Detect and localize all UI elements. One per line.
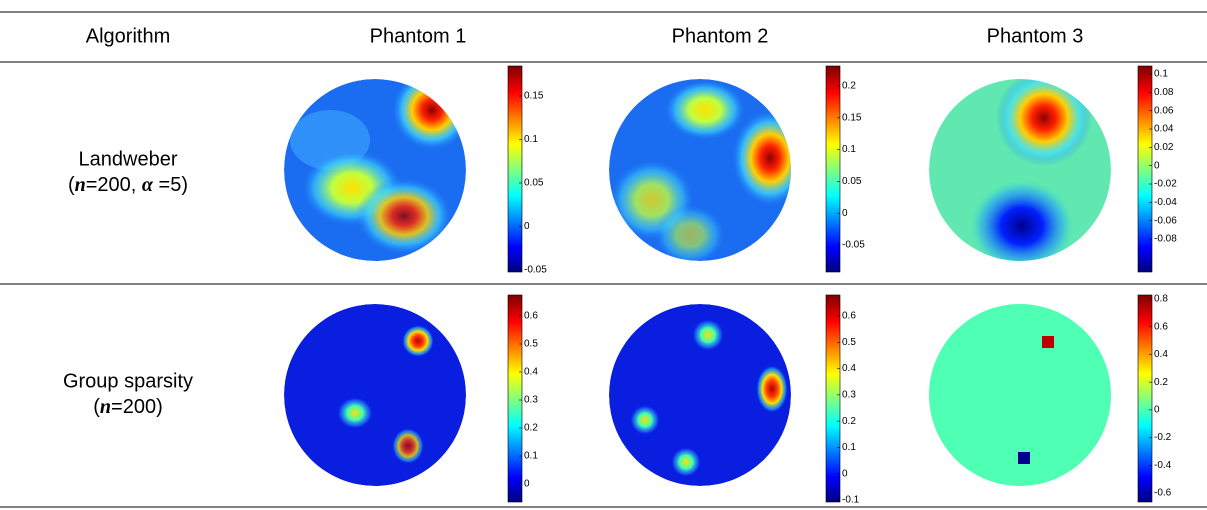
colorbar-tick-label: 0.1: [1154, 69, 1168, 80]
colorbar-tick-label: 0.1: [524, 134, 538, 145]
colorbar-tick-label: 0.06: [1154, 105, 1174, 116]
colorbar-tick-label: -0.06: [1154, 215, 1177, 226]
colorbar-tick-label: 0.2: [524, 423, 538, 434]
colorbar-tick-label: 0.5: [842, 337, 856, 348]
colorbar-tick-label: 0.1: [842, 442, 856, 453]
row-params: (n=200): [93, 396, 163, 419]
colorbar-tick-label: -0.6: [1154, 488, 1172, 499]
colorbar-tick-label: 0.6: [524, 311, 538, 322]
colorbar-tick-label: 0.1: [524, 451, 538, 462]
colorbar-tick-label: 0.15: [524, 91, 544, 102]
colorbar-tick-label: 0.2: [842, 81, 856, 92]
colorbar-tick-label: 0.8: [1154, 294, 1168, 305]
colorbar-tick-label: 0.04: [1154, 124, 1174, 135]
colorbar-tick-label: 0.05: [524, 178, 544, 189]
colorbar-tick-label: -0.02: [1154, 179, 1177, 190]
colorbar-tick-label: 0.4: [1154, 349, 1168, 360]
colorbar-tick-label: -0.08: [1154, 234, 1177, 245]
colorbar-tick-label: 0: [524, 479, 530, 490]
colorbars: -0.05 0 0.05 0.1 0.15 -0.05 0 0.05 0.1 0.15 0.2 -0.…: [507, 65, 1177, 506]
colorbar: [1137, 294, 1153, 503]
colorbar-tick-label: 0: [1154, 404, 1160, 415]
colorbar: [507, 294, 523, 503]
param-part: =200): [111, 396, 163, 418]
colorbar: [507, 65, 523, 273]
colorbar-tick-label: 0: [524, 221, 530, 232]
param-part: (: [68, 174, 75, 196]
colorbar-tick-label: 0.2: [1154, 377, 1168, 388]
reconstruction-image: [609, 79, 791, 261]
colorbar-tick-label: 0.5: [524, 339, 538, 350]
colorbar-tick-label: 0: [1154, 160, 1160, 171]
colorbar-tick-label: -0.04: [1154, 197, 1177, 208]
param-part: n: [75, 174, 86, 196]
colorbar: [825, 65, 841, 273]
reconstruction-image: [929, 304, 1111, 486]
row-label: Group sparsity: [63, 370, 193, 392]
colorbar-tick-label: 0.3: [842, 389, 856, 400]
colorbar-tick-label: 0.2: [842, 416, 856, 427]
colorbar-tick-label: -0.4: [1154, 460, 1172, 471]
colorbar-tick-label: 0.4: [524, 367, 538, 378]
colorbar-tick-label: 0.08: [1154, 87, 1174, 98]
colorbar-tick-label: 0: [842, 208, 848, 219]
colorbar-tick-label: -0.05: [842, 240, 865, 251]
header-cell: Phantom 2: [672, 25, 769, 47]
colorbar-tick-label: 0.1: [842, 144, 856, 155]
colorbar-tick-label: 0.4: [842, 363, 856, 374]
colorbar-tick-label: 0.6: [1154, 321, 1168, 332]
colorbar: [1137, 65, 1153, 273]
reconstruction-image: [284, 304, 466, 486]
spot: [1018, 452, 1030, 464]
header-cell: Phantom 1: [370, 25, 467, 47]
param-part: (: [93, 396, 100, 418]
colorbar-tick-label: -0.2: [1154, 432, 1172, 443]
reconstruction-image: [929, 79, 1111, 261]
header-cell: Algorithm: [86, 25, 170, 47]
row-label: Landweber: [79, 148, 178, 170]
colorbar-tick-label: 0.02: [1154, 142, 1174, 153]
colorbar-tick-label: 0.15: [842, 112, 862, 123]
colorbar-tick-label: 0.05: [842, 176, 862, 187]
param-part: =200,: [86, 174, 142, 196]
row-params: (n=200, α =5): [68, 174, 188, 197]
colorbar-tick-label: 0: [842, 468, 848, 479]
colorbar-tick-label: -0.1: [842, 495, 860, 506]
colorbar-tick-label: 0.6: [842, 311, 856, 322]
header-cell: Phantom 3: [987, 25, 1084, 47]
param-part: α: [142, 174, 154, 196]
reconstruction-image: [284, 79, 466, 261]
colorbar-tick-label: -0.05: [524, 265, 547, 276]
param-part: n: [100, 396, 111, 418]
reconstruction-image: [609, 304, 791, 486]
spot: [1042, 336, 1054, 348]
param-part: =5): [153, 174, 188, 196]
colorbar-tick-label: 0.3: [524, 395, 538, 406]
colorbar: [825, 294, 841, 503]
